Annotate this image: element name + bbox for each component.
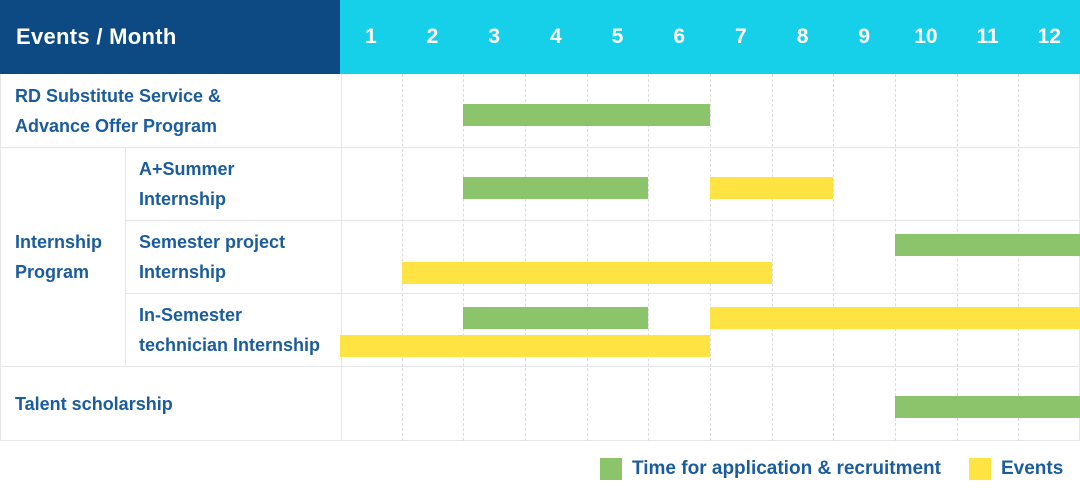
- month-gridline: [463, 74, 465, 441]
- gantt-chart-area: [340, 74, 1080, 441]
- month-label: 1: [364, 25, 377, 48]
- task-label-talent-scholarship: Talent scholarship: [1, 366, 341, 441]
- task-label-text: Talent scholarship: [15, 393, 173, 414]
- month-gridline: [895, 74, 896, 441]
- row-divider: [125, 220, 1080, 221]
- task-label-text: RD Substitute Service & Advance Offer Pro…: [15, 85, 222, 136]
- month-label: 3: [488, 25, 501, 48]
- task-label-text: Semester project Internship: [139, 231, 286, 282]
- month-label: 5: [611, 25, 624, 48]
- legend-item-events: Events: [969, 452, 1063, 486]
- month-label: 11: [976, 25, 999, 48]
- month-label: 9: [858, 25, 871, 48]
- month-gridline: [833, 74, 835, 441]
- month-label: 8: [796, 25, 809, 48]
- application-bar: [463, 177, 649, 199]
- legend-item-application: Time for application & recruitment: [600, 452, 941, 486]
- task-label-text: In-Semester technician Internship: [139, 304, 321, 355]
- column-divider: [125, 147, 126, 367]
- application-bar: [895, 396, 1080, 418]
- events-bar: [710, 307, 1080, 329]
- task-label-a-plus-summer: A+Summer Internship: [125, 147, 341, 220]
- task-label-semester-project: Semester project Internship: [125, 220, 341, 293]
- legend: Time for application & recruitment Event…: [0, 452, 1080, 486]
- month-label: 10: [914, 25, 938, 48]
- application-bar: [895, 234, 1080, 256]
- page-title: Events / Month: [16, 24, 177, 49]
- month-label: 6: [673, 25, 686, 48]
- row-divider: [1, 366, 1080, 367]
- month-label: 2: [426, 25, 439, 48]
- yellow-swatch-icon: [969, 458, 991, 480]
- task-label-in-semester-technician: In-Semester technician Internship: [125, 293, 341, 366]
- month-label: 4: [550, 25, 562, 48]
- month-gridline: [710, 74, 711, 441]
- month-gridline: [1018, 74, 1020, 441]
- events-bar: [710, 177, 834, 199]
- table-header-title-cell: Events / Month: [0, 0, 340, 74]
- month-gridline: [401, 74, 403, 441]
- row-divider: [1, 147, 1080, 148]
- month-label: 7: [735, 25, 747, 48]
- row-divider: [125, 293, 1080, 294]
- events-bar: [340, 335, 710, 357]
- legend-label: Events: [1001, 458, 1064, 479]
- events-bar: [401, 262, 772, 284]
- month-header-row: 1 2 3 4 5 6 7 8 9 10 11 12: [340, 0, 1080, 74]
- column-divider: [341, 74, 342, 441]
- month-gridline: [525, 74, 526, 441]
- group-label-text: Internship Program: [15, 232, 103, 282]
- application-bar: [463, 104, 710, 126]
- month-gridline: [956, 74, 958, 441]
- month-gridline: [586, 74, 588, 441]
- month-label: 12: [1037, 25, 1061, 48]
- table-body: RD Substitute Service & Advance Offer Pro…: [0, 74, 1080, 441]
- task-label-rd-substitute: RD Substitute Service & Advance Offer Pro…: [1, 74, 341, 147]
- legend-label: Time for application & recruitment: [632, 458, 941, 479]
- application-bar: [463, 307, 649, 329]
- task-label-text: A+Summer Internship: [139, 158, 235, 209]
- green-swatch-icon: [600, 458, 622, 480]
- month-gridline: [648, 74, 650, 441]
- group-label-internship-program: Internship Program: [1, 147, 125, 367]
- month-gridline: [771, 74, 773, 441]
